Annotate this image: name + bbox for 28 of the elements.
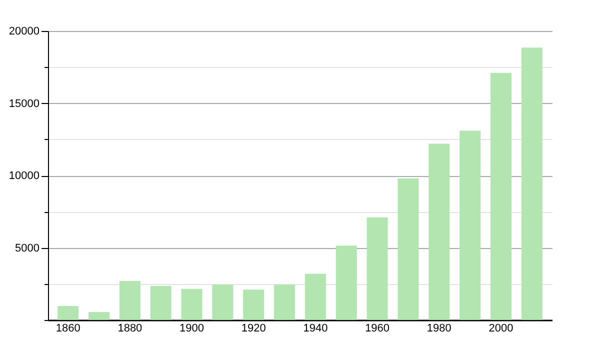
y-tick-label: 20000 bbox=[8, 26, 40, 38]
y-tick-label: 5000 bbox=[15, 242, 40, 254]
bar bbox=[336, 246, 357, 320]
x-tick-label: 1900 bbox=[180, 322, 204, 334]
y-tick-label: 10000 bbox=[8, 170, 40, 182]
bar bbox=[212, 284, 234, 320]
bar bbox=[58, 306, 79, 320]
x-tick-label: 2000 bbox=[488, 322, 514, 334]
bar bbox=[119, 280, 140, 320]
bar bbox=[460, 130, 481, 320]
bar bbox=[181, 288, 202, 320]
bar bbox=[490, 72, 512, 320]
bar bbox=[274, 284, 296, 320]
bar bbox=[366, 217, 388, 320]
x-tick-label: 1940 bbox=[303, 322, 328, 334]
x-tick-label: 1880 bbox=[118, 322, 142, 334]
bar bbox=[304, 274, 326, 320]
bar bbox=[88, 312, 110, 320]
x-tick-label: 1860 bbox=[56, 322, 80, 334]
bar bbox=[243, 290, 264, 320]
bar bbox=[398, 178, 419, 320]
y-tick-label: 15000 bbox=[8, 98, 40, 110]
x-tick-label: 1980 bbox=[426, 322, 452, 334]
x-tick-label: 1920 bbox=[241, 322, 266, 334]
bar bbox=[150, 286, 172, 320]
bar bbox=[428, 144, 450, 320]
bar bbox=[521, 48, 542, 320]
x-tick-label: 1960 bbox=[365, 322, 390, 334]
